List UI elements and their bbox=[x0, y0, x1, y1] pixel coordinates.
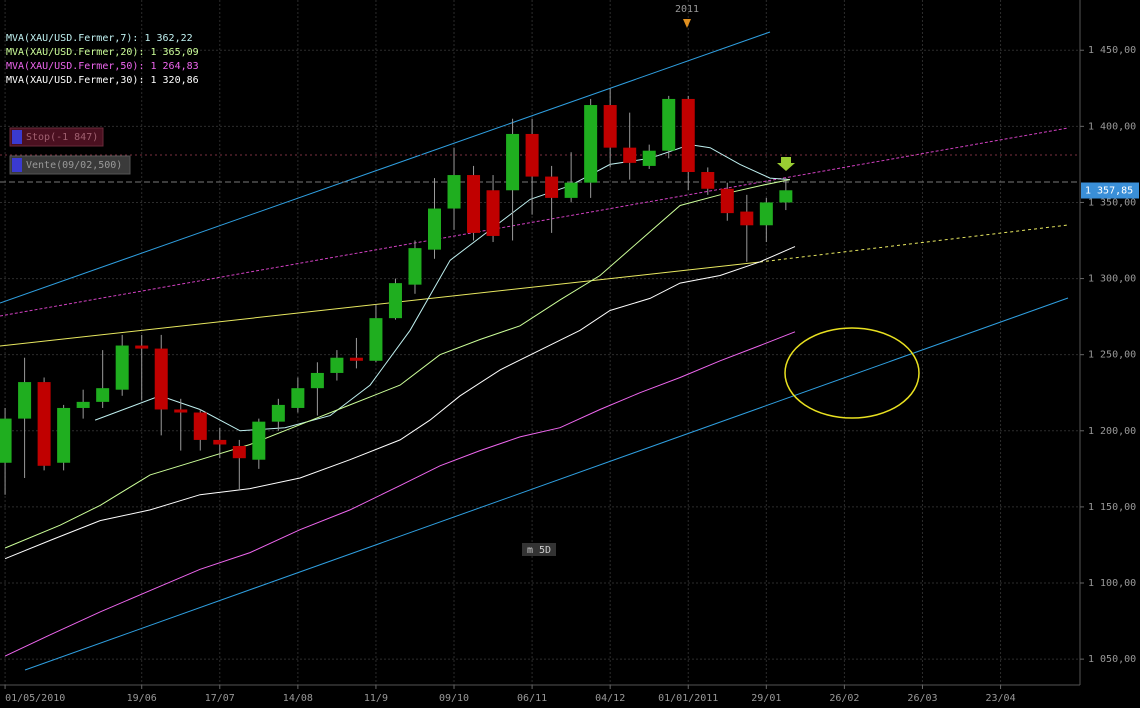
candle-body bbox=[115, 345, 129, 390]
order-label: Stop(-1 847) bbox=[26, 132, 98, 143]
x-tick-label: 26/03 bbox=[907, 693, 937, 704]
order-stop: Stop(-1 847) bbox=[9, 127, 104, 147]
x-tick-label: 26/02 bbox=[829, 693, 859, 704]
candle-body bbox=[564, 182, 578, 198]
x-tick-label: 01/01/2011 bbox=[658, 693, 718, 704]
candle-body bbox=[740, 211, 754, 226]
candle-body bbox=[545, 176, 559, 198]
order-box bbox=[9, 127, 104, 147]
candle-body bbox=[525, 133, 539, 177]
period-label: m 5D bbox=[527, 545, 551, 556]
candle-body bbox=[779, 190, 793, 203]
candle-body bbox=[603, 105, 617, 148]
candle-body bbox=[623, 147, 637, 163]
candle-body bbox=[76, 401, 90, 408]
candle-body bbox=[37, 382, 51, 466]
y-tick-label: 1 350,00 bbox=[1088, 197, 1136, 208]
channel-lower bbox=[24, 297, 1069, 671]
y-tick-label: 1 150,00 bbox=[1088, 502, 1136, 513]
axes: 1 050,00 1 100,00 1 150,00 1 200,00 1 250,00… bbox=[4, 45, 1139, 704]
candle-body bbox=[427, 208, 441, 250]
legend-entry: MVA(XAU/USD.Fermer,50): 1 264,83 bbox=[6, 61, 199, 72]
order-label: Vente(09/02,500) bbox=[26, 160, 122, 171]
candle-body bbox=[330, 357, 344, 373]
candle-body bbox=[252, 421, 266, 460]
moving-average bbox=[4, 246, 796, 560]
candle-body bbox=[310, 372, 324, 389]
candle-body bbox=[662, 98, 676, 151]
channel-upper bbox=[0, 31, 771, 304]
candle-body bbox=[642, 150, 656, 166]
candles bbox=[0, 88, 793, 495]
y-tick-label: 1 100,00 bbox=[1088, 578, 1136, 589]
year-marker-icon bbox=[683, 19, 691, 28]
candle-body bbox=[369, 318, 383, 361]
signal-arrow bbox=[777, 157, 795, 171]
candle-body bbox=[213, 439, 227, 445]
candle-body bbox=[96, 388, 110, 402]
candle-body bbox=[408, 248, 422, 285]
legend-entry: MVA(XAU/USD.Fermer,20): 1 365,09 bbox=[6, 47, 199, 58]
x-tick-label: 29/01 bbox=[751, 693, 781, 704]
order-icon bbox=[12, 130, 22, 144]
period-box bbox=[522, 543, 556, 556]
x-tick-label: 04/12 bbox=[595, 693, 625, 704]
year-marker: 2011 bbox=[675, 4, 699, 15]
legend-entry: MVA(XAU/USD.Fermer,30): 1 320,86 bbox=[6, 75, 199, 86]
candle-body bbox=[759, 202, 773, 226]
candle-body bbox=[135, 345, 149, 349]
legend-entry: MVA(XAU/USD.Fermer,7): 1 362,22 bbox=[6, 33, 193, 44]
candle-body bbox=[467, 175, 481, 233]
x-tick-label: 11/9 bbox=[364, 693, 388, 704]
candle-body bbox=[193, 412, 207, 440]
support-line bbox=[0, 261, 761, 347]
x-tick-label: 23/04 bbox=[986, 693, 1016, 704]
support-extension bbox=[759, 224, 1069, 263]
candle-body bbox=[349, 357, 363, 361]
candle-body bbox=[174, 409, 188, 413]
x-tick-label: 14/08 bbox=[283, 693, 313, 704]
candle-body bbox=[701, 172, 715, 189]
legend: MVA(XAU/USD.Fermer,7): 1 362,22 MVA(XAU/U… bbox=[6, 33, 199, 86]
candle-body bbox=[291, 388, 305, 408]
last-price-label: 1 357,85 bbox=[1085, 186, 1133, 197]
candle-body bbox=[388, 283, 402, 319]
candle-body bbox=[681, 98, 695, 173]
candle-body bbox=[447, 175, 461, 209]
y-tick-label: 1 400,00 bbox=[1088, 121, 1136, 132]
grid bbox=[0, 0, 1080, 685]
order-sell: Vente(09/02,500) bbox=[9, 155, 131, 175]
candle-body bbox=[154, 348, 168, 410]
y-tick-label: 1 250,00 bbox=[1088, 350, 1136, 361]
y-tick-label: 1 450,00 bbox=[1088, 45, 1136, 56]
y-tick-label: 1 300,00 bbox=[1088, 274, 1136, 285]
candle-body bbox=[57, 407, 71, 463]
moving-average bbox=[4, 179, 791, 549]
candle-body bbox=[232, 446, 246, 459]
period-tag: m 5D bbox=[522, 543, 556, 556]
order-icon bbox=[12, 158, 22, 172]
order-box bbox=[9, 155, 131, 175]
candle-body bbox=[506, 133, 520, 191]
candle-body bbox=[486, 190, 500, 236]
x-tick-label: 17/07 bbox=[205, 693, 235, 704]
candle-body bbox=[18, 382, 32, 419]
x-tick-label: 06/11 bbox=[517, 693, 547, 704]
moving-average bbox=[4, 331, 796, 657]
x-tick-label: 19/06 bbox=[127, 693, 157, 704]
candle-body bbox=[584, 105, 598, 183]
candle-body bbox=[271, 404, 285, 422]
drawings bbox=[0, 19, 1080, 671]
candle-body bbox=[0, 418, 12, 463]
x-tick-label: 09/10 bbox=[439, 693, 469, 704]
y-tick-label: 1 050,00 bbox=[1088, 654, 1136, 665]
x-tick-label: 01/05/2010 bbox=[5, 693, 65, 704]
last-price-box bbox=[1081, 182, 1139, 199]
candle-body bbox=[720, 188, 734, 214]
highlight-ellipse bbox=[784, 327, 920, 419]
y-tick-label: 1 200,00 bbox=[1088, 426, 1136, 437]
trend-dotted bbox=[0, 127, 1069, 317]
